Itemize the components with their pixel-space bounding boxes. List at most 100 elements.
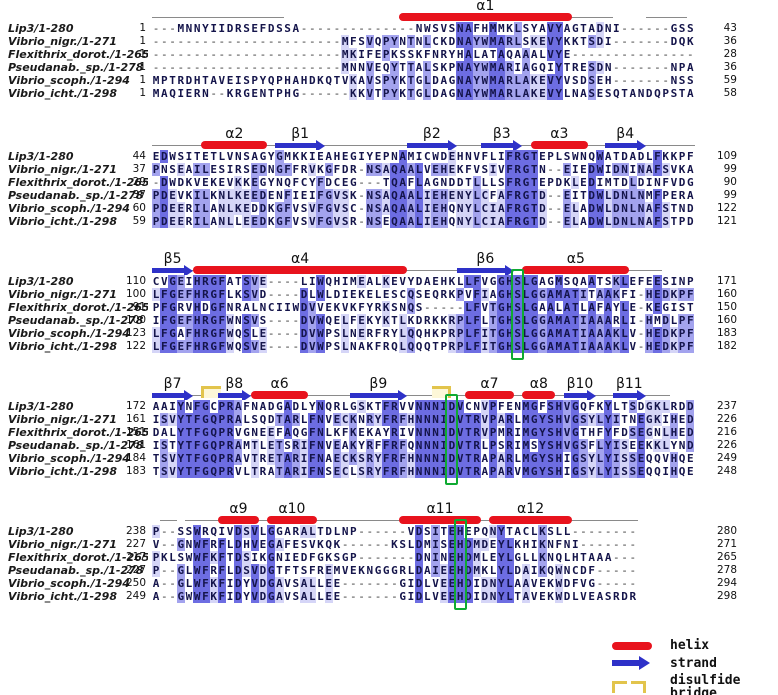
residue-cell: - xyxy=(595,48,605,61)
residue-cell: T xyxy=(275,465,284,478)
residue-end-number: 237 xyxy=(716,400,737,412)
residue-cell: F xyxy=(382,439,391,452)
residue-cell: F xyxy=(505,189,514,202)
residue-cell: L xyxy=(620,327,629,340)
alignment-block: α1 Lip3/1-280 1- - - M N N Y I I D R S E F D S S A - - - - - - - - -… xyxy=(0,0,778,100)
residue-start-number: 151 xyxy=(125,426,146,438)
residue-cell: F xyxy=(291,163,300,176)
residue-cell: N xyxy=(365,564,374,577)
residue-cell: E xyxy=(250,189,259,202)
residue-cell: P xyxy=(661,87,670,100)
residue-cell: V xyxy=(193,176,202,189)
residue-cell: K xyxy=(349,301,358,314)
residue-cell: T xyxy=(587,288,596,301)
residue-cell: L xyxy=(628,189,637,202)
residue-cell: P xyxy=(678,61,687,74)
residue-cell: N xyxy=(365,215,374,228)
residue-cell: D xyxy=(587,163,596,176)
residue-cell: S xyxy=(299,538,309,551)
residue-cell: G xyxy=(299,426,309,439)
residue-cell: V xyxy=(398,275,407,288)
residue-cell: E xyxy=(258,275,268,288)
residue-cell: N xyxy=(234,314,243,327)
residue-cell: S xyxy=(176,525,185,538)
residue-cell: D xyxy=(184,74,194,87)
residue-cell: Q xyxy=(324,275,333,288)
residue-cell: N xyxy=(562,538,572,551)
residue-cell: F xyxy=(472,301,481,314)
residue-cell: E xyxy=(258,538,268,551)
residue-cell: K xyxy=(332,538,342,551)
residue-cell: G xyxy=(447,74,457,87)
residue-cell: - xyxy=(620,564,629,577)
residue-cell: I xyxy=(415,150,424,163)
residue-cell: - xyxy=(168,577,177,590)
residue-cell: D xyxy=(579,74,588,87)
residue-cell: - xyxy=(357,22,366,35)
residue-cell: A xyxy=(538,22,547,35)
residue-cell: V xyxy=(579,577,588,590)
residue-cell: Y xyxy=(464,215,473,228)
residue-cell: E xyxy=(595,74,605,87)
residue-cell: V xyxy=(456,439,465,452)
residue-cell: N xyxy=(349,61,358,74)
residue-cell: D xyxy=(447,176,457,189)
residue-cell: E xyxy=(299,189,309,202)
residue-cell: S xyxy=(604,87,613,100)
residue-cell: - xyxy=(308,87,317,100)
residue-cell: - xyxy=(201,35,210,48)
residue-cell: A xyxy=(464,35,473,48)
residue-cell: T xyxy=(530,202,539,215)
residue-cell: F xyxy=(201,551,210,564)
residue-cell: L xyxy=(554,301,563,314)
residue-cell: A xyxy=(497,61,506,74)
helix-icon xyxy=(522,391,556,399)
residue-cell: - xyxy=(653,74,662,87)
residue-cell: S xyxy=(332,327,342,340)
residue-cell: V xyxy=(332,189,342,202)
residue-cell: T xyxy=(168,74,177,87)
helix-icon xyxy=(398,516,482,524)
residue-cell: I xyxy=(612,452,621,465)
residue-cell: G xyxy=(275,525,284,538)
residue-cell: A xyxy=(562,301,572,314)
residue-cell: V xyxy=(308,327,317,340)
residue-cell: D xyxy=(234,538,243,551)
residue-cell: W xyxy=(595,215,605,228)
residue-cell: R xyxy=(505,61,514,74)
residue-cell: S xyxy=(160,465,169,478)
residue-cell: S xyxy=(258,314,268,327)
residue-cell: L xyxy=(456,275,465,288)
residue-cell: W xyxy=(225,340,235,353)
residue-cell: F xyxy=(398,452,407,465)
residue-cell: S xyxy=(341,215,350,228)
residue-cell: Y xyxy=(587,452,596,465)
residue-cell: A xyxy=(562,340,572,353)
residue-cell: - xyxy=(258,48,268,61)
residue-cell: F xyxy=(505,150,514,163)
residue-cell: F xyxy=(217,577,226,590)
residue-cell: - xyxy=(267,327,276,340)
residue-cell: - xyxy=(382,577,391,590)
residue-cell: - xyxy=(398,551,407,564)
residue-cell: A xyxy=(480,465,489,478)
helix-icon xyxy=(201,141,268,149)
residue-cell: - xyxy=(636,74,646,87)
residue-cell: A xyxy=(299,525,309,538)
residue-cell: N xyxy=(464,150,473,163)
residue-cell: T xyxy=(530,215,539,228)
residue-cell: - xyxy=(283,35,292,48)
residue-cell: K xyxy=(299,150,309,163)
residue-cell: T xyxy=(488,314,498,327)
residue-cell: H xyxy=(669,465,678,478)
residue-cell: P xyxy=(546,150,555,163)
residue-cell: - xyxy=(267,275,276,288)
sequence-label: Vibrio_icht./1-298 xyxy=(8,590,117,603)
residue-cell: - xyxy=(554,163,563,176)
residue-cell: P xyxy=(152,301,161,314)
residue-cell: K xyxy=(669,150,678,163)
residue-cell: I xyxy=(308,275,317,288)
